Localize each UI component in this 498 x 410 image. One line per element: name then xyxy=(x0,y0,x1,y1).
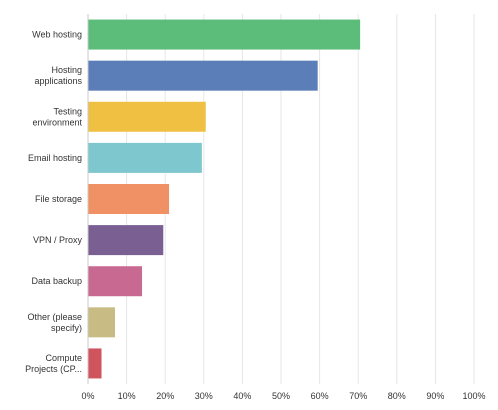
x-tick-label: 20% xyxy=(156,391,174,401)
category-label: File storage xyxy=(35,194,82,204)
category-labels: Web hosting Hosting applications Testing env… xyxy=(25,30,82,374)
category-label: Compute Projects (CP... xyxy=(25,353,82,374)
category-label-line: environment xyxy=(32,117,82,127)
category-label-line: VPN / Proxy xyxy=(33,235,83,245)
x-tick-label: 60% xyxy=(311,391,329,401)
x-tick-label: 30% xyxy=(195,391,213,401)
category-label-line: Testing xyxy=(53,106,82,116)
bar xyxy=(88,307,116,338)
bar xyxy=(88,348,102,379)
category-label-line: File storage xyxy=(35,194,82,204)
category-label-line: Email hosting xyxy=(28,153,82,163)
x-tick-label: 10% xyxy=(118,391,136,401)
bar xyxy=(88,60,318,91)
category-label-line: Projects (CP... xyxy=(25,364,82,374)
category-label-line: Web hosting xyxy=(32,30,82,40)
bar xyxy=(88,101,206,132)
x-tick-label: 40% xyxy=(233,391,251,401)
bar xyxy=(88,266,143,297)
bars-layer xyxy=(88,19,361,379)
category-label: Hosting applications xyxy=(34,65,82,86)
x-tick-label: 0% xyxy=(81,391,94,401)
category-label-line: Hosting xyxy=(51,65,82,75)
bar xyxy=(88,142,202,173)
x-tick-label: 80% xyxy=(388,391,406,401)
x-tick-label: 50% xyxy=(272,391,290,401)
category-label: Email hosting xyxy=(28,153,82,163)
category-label-line: Data backup xyxy=(31,276,82,286)
category-label-line: applications xyxy=(34,76,82,86)
category-label-line: Other (please xyxy=(27,312,82,322)
x-tick-label: 90% xyxy=(426,391,444,401)
category-label: Other (please specify) xyxy=(27,312,82,333)
category-label-line: specify) xyxy=(51,323,82,333)
x-tick-label: 70% xyxy=(349,391,367,401)
bar xyxy=(88,19,361,50)
bar xyxy=(88,184,170,214)
category-label: Data backup xyxy=(31,276,82,286)
x-tick-label: 100% xyxy=(462,391,485,401)
category-label-line: Compute xyxy=(45,353,82,363)
category-label: VPN / Proxy xyxy=(33,235,83,245)
x-tick-labels: 0% 10% 20% 30% 40% 50% 60% 70% 80% 90% 100% xyxy=(81,391,485,401)
category-label: Testing environment xyxy=(32,106,82,127)
bar xyxy=(88,225,164,256)
category-label: Web hosting xyxy=(32,30,82,40)
